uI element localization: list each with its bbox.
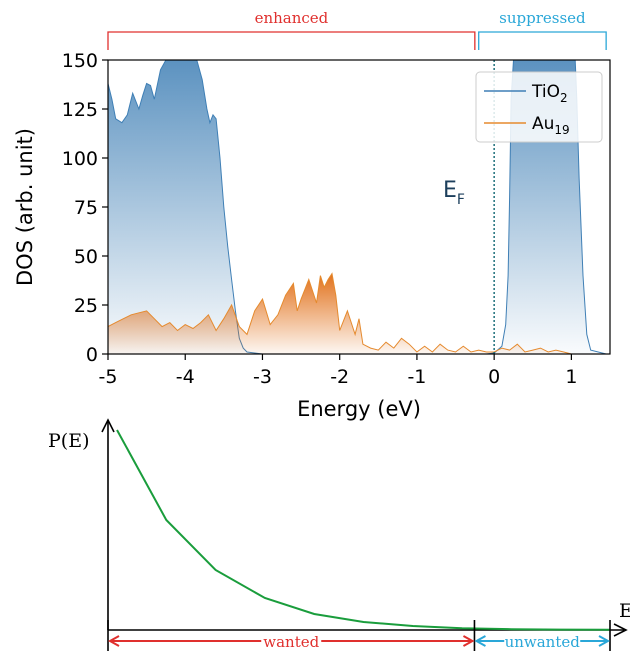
legend-label-tio2: TiO2	[531, 82, 568, 105]
probability-curve	[116, 429, 611, 631]
region-brackets: enhanced suppressed	[107, 9, 607, 50]
legend-label-au19: Au19	[532, 114, 570, 137]
y-axis: 0 25 50 75 100 125 150	[62, 50, 108, 366]
y-tick-label: 125	[62, 99, 98, 121]
region-arrowhead	[107, 635, 120, 647]
y-tick-label: 75	[74, 197, 98, 219]
e-axis-arrow	[613, 623, 628, 637]
x-tick-label: 0	[488, 366, 500, 388]
x-axis: -5 -4 -3 -2 -1 0 1	[99, 354, 577, 388]
y-axis-label: DOS (arb. unit)	[13, 128, 37, 286]
x-tick-label: -2	[330, 366, 349, 388]
region-arrowhead	[598, 635, 611, 647]
bracket-label-suppressed: suppressed	[499, 9, 586, 27]
series-line-tio2	[108, 60, 607, 354]
y-tick-label: 50	[74, 246, 98, 268]
bracket-enhanced	[107, 31, 476, 50]
p-axis-arrow	[101, 418, 115, 433]
region-label-bg	[261, 632, 322, 650]
bracket-label-enhanced: enhanced	[255, 9, 329, 27]
fermi-level-label: EF	[443, 178, 465, 208]
region-label-wanted: wanted	[263, 633, 319, 651]
x-tick-label: -1	[407, 366, 426, 388]
x-axis-label: Energy (eV)	[297, 397, 421, 421]
y-tick-label: 0	[86, 344, 98, 366]
series-area-au19	[108, 273, 572, 354]
x-tick-label: -4	[176, 366, 195, 388]
bracket-suppressed	[478, 31, 607, 50]
region-arrowhead	[462, 635, 475, 647]
e-axis-label: E	[619, 600, 630, 622]
legend-box	[475, 71, 603, 143]
region-label-unwanted: unwanted	[505, 633, 581, 651]
probability-chart: P(E) E wanted unwanted	[48, 418, 630, 651]
region-markers: wanted unwanted	[107, 620, 611, 651]
y-tick-label: 25	[74, 295, 98, 317]
p-axis-label: P(E)	[48, 430, 89, 452]
x-tick-label: 1	[565, 366, 577, 388]
region-label-bg	[504, 632, 581, 650]
x-tick-label: -3	[253, 366, 272, 388]
y-tick-label: 100	[62, 148, 98, 170]
x-tick-label: -5	[99, 366, 118, 388]
series-line-au19	[108, 272, 572, 354]
y-tick-label: 150	[62, 50, 98, 72]
region-arrowhead	[474, 635, 486, 647]
legend: TiO2 Au19	[475, 71, 603, 143]
